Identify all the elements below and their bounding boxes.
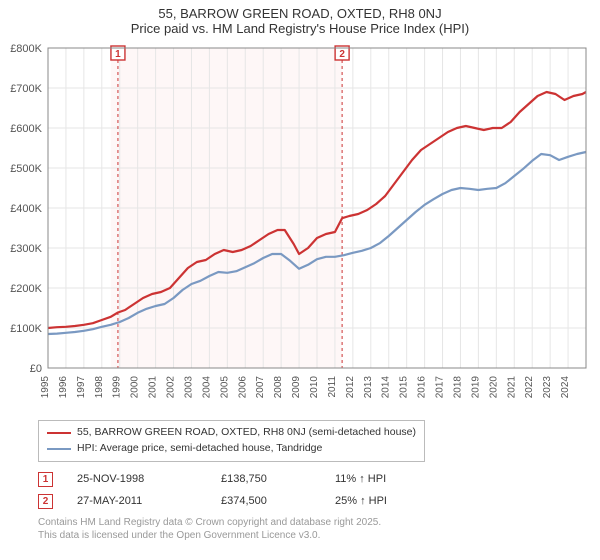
- svg-text:2008: 2008: [273, 376, 284, 399]
- legend-item: HPI: Average price, semi-detached house,…: [47, 441, 416, 457]
- sale-marker: 1: [38, 472, 53, 487]
- svg-text:2002: 2002: [166, 376, 177, 399]
- legend-swatch: [47, 432, 71, 434]
- chart-area: £0 £100K £200K £300K £400K £500K £600K £700K £80…: [8, 42, 592, 412]
- legend-label: HPI: Average price, semi-detached house,…: [77, 441, 322, 457]
- sale-delta: 11% ↑ HPI: [335, 473, 425, 485]
- sale-row: 2 27-MAY-2011 £374,500 25% ↑ HPI: [38, 490, 425, 512]
- svg-text:2019: 2019: [470, 376, 481, 399]
- svg-text:£0: £0: [30, 363, 42, 375]
- svg-text:2022: 2022: [524, 376, 535, 399]
- title-block: 55, BARROW GREEN ROAD, OXTED, RH8 0NJ Pr…: [0, 0, 600, 36]
- footer-line-1: Contains HM Land Registry data © Crown c…: [38, 516, 381, 529]
- svg-text:1996: 1996: [58, 376, 69, 399]
- svg-text:2010: 2010: [309, 376, 320, 399]
- svg-text:1998: 1998: [94, 376, 105, 399]
- legend-item: 55, BARROW GREEN ROAD, OXTED, RH8 0NJ (s…: [47, 425, 416, 441]
- svg-text:£200K: £200K: [10, 283, 42, 295]
- sale-marker: 2: [38, 494, 53, 509]
- legend-swatch: [47, 448, 71, 450]
- svg-text:2015: 2015: [399, 376, 410, 399]
- chart-svg: £0 £100K £200K £300K £400K £500K £600K £700K £80…: [8, 42, 592, 412]
- svg-text:£400K: £400K: [10, 203, 42, 215]
- sale-date: 27-MAY-2011: [77, 495, 197, 507]
- svg-text:2013: 2013: [363, 376, 374, 399]
- svg-text:2: 2: [339, 49, 345, 60]
- footer-attribution: Contains HM Land Registry data © Crown c…: [38, 516, 381, 542]
- svg-text:2009: 2009: [291, 376, 302, 399]
- svg-text:2016: 2016: [417, 376, 428, 399]
- title-line-2: Price paid vs. HM Land Registry's House …: [0, 21, 600, 36]
- svg-text:2017: 2017: [435, 376, 446, 399]
- sale-price: £138,750: [221, 473, 311, 485]
- svg-text:1995: 1995: [40, 376, 51, 399]
- svg-text:2012: 2012: [345, 376, 356, 399]
- footer-line-2: This data is licensed under the Open Gov…: [38, 529, 381, 542]
- svg-text:2011: 2011: [327, 376, 338, 398]
- svg-text:2007: 2007: [255, 376, 266, 399]
- title-line-1: 55, BARROW GREEN ROAD, OXTED, RH8 0NJ: [0, 6, 600, 21]
- svg-text:2005: 2005: [219, 376, 230, 399]
- svg-text:2023: 2023: [542, 376, 553, 399]
- sale-price: £374,500: [221, 495, 311, 507]
- sale-date: 25-NOV-1998: [77, 473, 197, 485]
- svg-text:£300K: £300K: [10, 243, 42, 255]
- chart-container: 55, BARROW GREEN ROAD, OXTED, RH8 0NJ Pr…: [0, 0, 600, 560]
- svg-text:2001: 2001: [148, 376, 159, 399]
- svg-text:£700K: £700K: [10, 83, 42, 95]
- svg-text:1: 1: [115, 49, 121, 60]
- svg-text:£100K: £100K: [10, 323, 42, 335]
- svg-text:2003: 2003: [183, 376, 194, 399]
- svg-text:2004: 2004: [201, 376, 212, 399]
- svg-text:2024: 2024: [560, 376, 571, 399]
- svg-text:£800K: £800K: [10, 43, 42, 55]
- svg-text:£500K: £500K: [10, 163, 42, 175]
- legend-label: 55, BARROW GREEN ROAD, OXTED, RH8 0NJ (s…: [77, 425, 416, 441]
- svg-text:2006: 2006: [237, 376, 248, 399]
- legend: 55, BARROW GREEN ROAD, OXTED, RH8 0NJ (s…: [38, 420, 425, 462]
- sale-delta: 25% ↑ HPI: [335, 495, 425, 507]
- svg-text:£600K: £600K: [10, 123, 42, 135]
- svg-text:2014: 2014: [381, 376, 392, 399]
- sales-table: 1 25-NOV-1998 £138,750 11% ↑ HPI 2 27-MAY-201…: [38, 468, 425, 512]
- svg-text:1997: 1997: [76, 376, 87, 399]
- sale-row: 1 25-NOV-1998 £138,750 11% ↑ HPI: [38, 468, 425, 490]
- svg-text:1999: 1999: [112, 376, 123, 399]
- svg-text:2020: 2020: [488, 376, 499, 399]
- svg-text:2018: 2018: [452, 376, 463, 399]
- svg-text:2021: 2021: [506, 376, 517, 399]
- svg-text:2000: 2000: [130, 376, 141, 399]
